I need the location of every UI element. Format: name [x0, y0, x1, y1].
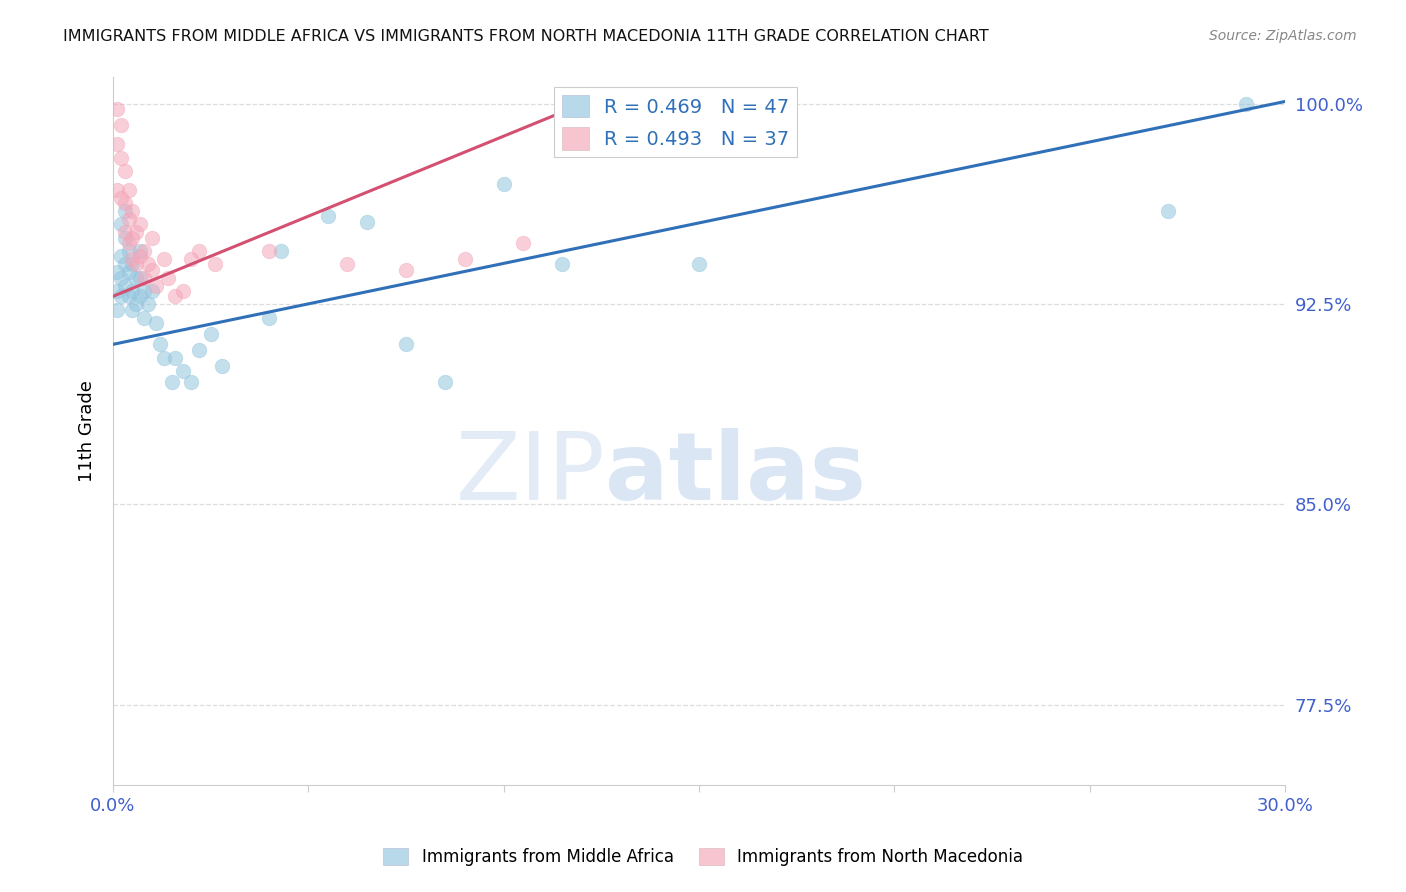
Point [141, 230, 163, 244]
Point [121, 257, 143, 271]
Point [121, 252, 143, 266]
Point [114, 164, 136, 178]
Text: IMMIGRANTS FROM MIDDLE AFRICA VS IMMIGRANTS FROM NORTH MACEDONIA 11TH GRADE CORR: IMMIGRANTS FROM MIDDLE AFRICA VS IMMIGRA… [63, 29, 988, 44]
Point [110, 151, 132, 165]
Point [105, 265, 128, 279]
Point [105, 284, 128, 298]
Point [152, 252, 174, 266]
Legend: R = 0.469   N = 47, R = 0.493   N = 37: R = 0.469 N = 47, R = 0.493 N = 37 [554, 87, 797, 157]
Point [121, 230, 143, 244]
Point [110, 119, 132, 133]
Point [141, 262, 163, 277]
Point [121, 284, 143, 298]
Point [145, 278, 167, 293]
Point [134, 284, 156, 298]
Point [152, 351, 174, 365]
Y-axis label: 11th Grade: 11th Grade [79, 380, 96, 482]
Point [129, 270, 152, 285]
Point [114, 230, 136, 244]
Point [117, 289, 139, 303]
Point [434, 375, 457, 389]
Point [1234, 97, 1257, 112]
Point [125, 270, 148, 285]
Point [114, 225, 136, 239]
Point [316, 209, 339, 223]
Legend: Immigrants from Middle Africa, Immigrants from North Macedonia: Immigrants from Middle Africa, Immigrant… [377, 841, 1029, 873]
Point [187, 244, 209, 258]
Point [121, 203, 143, 218]
Point [145, 316, 167, 330]
Point [172, 284, 194, 298]
Point [129, 249, 152, 263]
Point [114, 195, 136, 210]
Point [129, 217, 152, 231]
Point [165, 289, 187, 303]
Point [114, 278, 136, 293]
Point [204, 257, 226, 271]
Point [200, 326, 222, 341]
Point [105, 182, 128, 196]
Point [114, 257, 136, 271]
Point [117, 244, 139, 258]
Point [136, 257, 159, 271]
Text: ZIP: ZIP [456, 427, 605, 519]
Point [160, 375, 183, 389]
Point [453, 252, 475, 266]
Point [257, 310, 280, 325]
Text: atlas: atlas [605, 427, 866, 519]
Point [551, 257, 574, 271]
Point [129, 289, 152, 303]
Point [257, 244, 280, 258]
Point [136, 297, 159, 311]
Point [492, 178, 515, 192]
Text: Source: ZipAtlas.com: Source: ZipAtlas.com [1209, 29, 1357, 43]
Point [125, 257, 148, 271]
Point [105, 302, 128, 317]
Point [180, 375, 202, 389]
Point [165, 351, 187, 365]
Point [121, 302, 143, 317]
Point [129, 244, 152, 258]
Point [172, 364, 194, 378]
Point [187, 343, 209, 357]
Point [134, 270, 156, 285]
Point [110, 190, 132, 204]
Point [117, 211, 139, 226]
Point [180, 252, 202, 266]
Point [211, 359, 233, 373]
Point [110, 217, 132, 231]
Point [114, 203, 136, 218]
Point [105, 103, 128, 117]
Point [110, 289, 132, 303]
Point [134, 244, 156, 258]
Point [110, 249, 132, 263]
Point [141, 284, 163, 298]
Point [512, 235, 534, 250]
Point [149, 337, 172, 351]
Point [356, 214, 378, 228]
Point [117, 265, 139, 279]
Point [125, 225, 148, 239]
Point [395, 337, 418, 351]
Point [156, 270, 179, 285]
Point [1157, 203, 1180, 218]
Point [336, 257, 359, 271]
Point [270, 244, 292, 258]
Point [395, 262, 418, 277]
Point [110, 270, 132, 285]
Point [125, 297, 148, 311]
Point [105, 137, 128, 152]
Point [117, 235, 139, 250]
Point [134, 310, 156, 325]
Point [117, 182, 139, 196]
Point [688, 257, 710, 271]
